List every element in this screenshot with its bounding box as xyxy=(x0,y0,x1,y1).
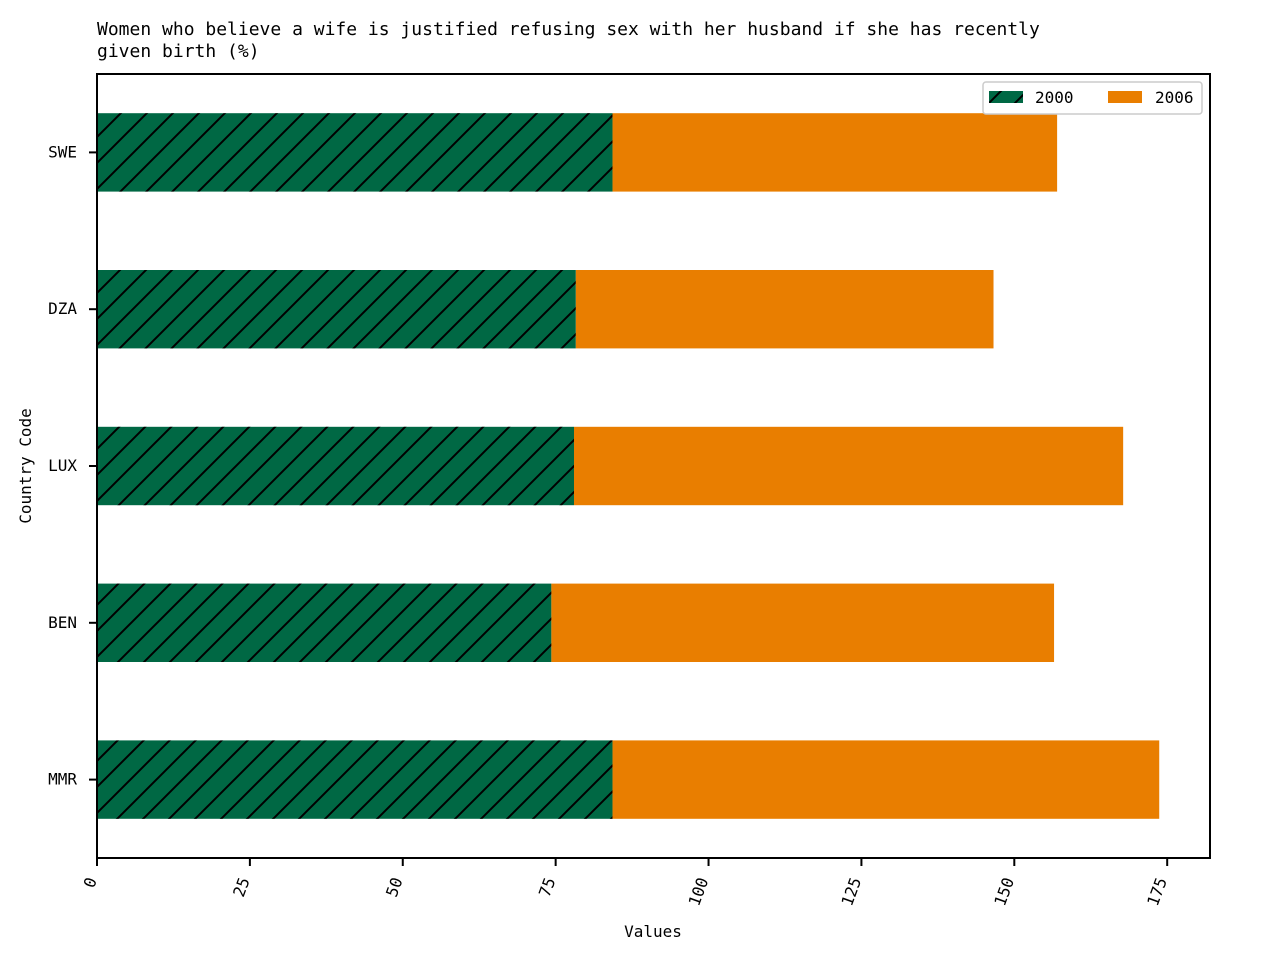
x-tick-label-25: 25 xyxy=(229,875,253,900)
chart-title: Women who believe a wife is justified re… xyxy=(97,19,1040,40)
legend: 2000 2006 xyxy=(982,81,1203,115)
legend-box xyxy=(982,81,1203,115)
x-tick-label-175: 175 xyxy=(1143,875,1171,909)
legend-label-2006: 2006 xyxy=(1155,88,1194,107)
bar-mmr-2006 xyxy=(612,740,1160,819)
x-axis-label: Values xyxy=(624,922,682,941)
legend-swatch-2000-hatch xyxy=(989,91,1023,103)
x-tick-label-150: 150 xyxy=(990,875,1018,909)
x-tick-label-100: 100 xyxy=(685,875,713,909)
bar-lux-2006 xyxy=(574,426,1124,506)
y-tick-label-swe: SWE xyxy=(48,142,77,161)
y-axis: MMR BEN LUX DZA SWE xyxy=(48,142,97,789)
bar-swe-2000-hatch xyxy=(97,113,613,192)
y-tick-label-lux: LUX xyxy=(48,456,77,475)
y-tick-label-ben: BEN xyxy=(48,613,77,632)
x-tick-label-125: 125 xyxy=(837,875,865,909)
x-tick-label-0: 0 xyxy=(80,875,101,891)
x-tick-label-50: 50 xyxy=(382,875,406,900)
bar-dza-2006 xyxy=(575,270,994,349)
bar-ben-2000-hatch xyxy=(97,583,552,662)
chart-title-continued: given birth (%) xyxy=(97,41,260,62)
bar-swe-2006 xyxy=(612,113,1058,192)
bar-ben-2006 xyxy=(551,583,1055,662)
y-tick-label-dza: DZA xyxy=(48,299,77,318)
bar-lux-2000-hatch xyxy=(97,426,574,506)
legend-swatch-2006 xyxy=(1108,91,1142,103)
bars-layer xyxy=(97,113,1160,819)
x-axis: 0 25 50 75 100 125 150 175 xyxy=(80,858,1171,909)
y-tick-label-mmr: MMR xyxy=(48,770,77,789)
x-tick-label-75: 75 xyxy=(535,875,559,900)
legend-label-2000: 2000 xyxy=(1035,88,1074,107)
bar-mmr-2000-hatch xyxy=(97,740,613,819)
y-axis-label: Country Code xyxy=(16,408,35,524)
bar-dza-2000-hatch xyxy=(97,270,576,349)
